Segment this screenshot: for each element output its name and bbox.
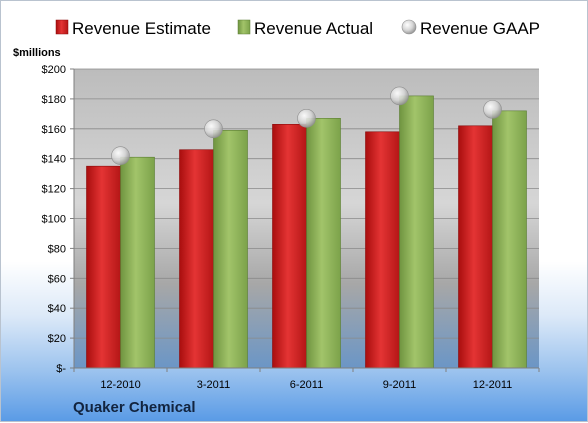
y-tick-label: $200 xyxy=(42,64,66,76)
marker-revenue-gaap xyxy=(390,86,409,106)
marker-revenue-gaap xyxy=(111,146,130,166)
x-tick-label: 6-2011 xyxy=(290,379,323,391)
y-tick-label: $- xyxy=(56,363,66,375)
legend-item-revenue-estimate: Revenue Estimate xyxy=(55,19,211,38)
marker-revenue-gaap xyxy=(483,100,502,119)
bar-revenue-actual xyxy=(306,118,341,369)
bar-revenue-estimate xyxy=(365,131,400,369)
gaap-markers xyxy=(111,86,502,166)
x-tick-label: 12-2010 xyxy=(100,379,140,391)
y-tick-label: $40 xyxy=(48,303,66,315)
x-tick-label: 9-2011 xyxy=(383,379,416,391)
legend-item-revenue-actual: Revenue Actual xyxy=(237,19,373,38)
y-tick-label: $180 xyxy=(42,94,66,106)
y-tick-label: $80 xyxy=(48,243,66,255)
y-tick-label: $100 xyxy=(42,214,66,226)
y-tick-label: $160 xyxy=(42,124,66,136)
y-tick-label: $60 xyxy=(48,273,66,285)
legend-label-revenue-actual: Revenue Actual xyxy=(254,19,373,38)
y-tick-label: $20 xyxy=(48,333,66,345)
company-name-label: Quaker Chemical xyxy=(73,399,196,416)
bar-revenue-estimate xyxy=(86,165,121,369)
y-axis-unit-label: $millions xyxy=(13,47,61,59)
legend-label-revenue-gaap: Revenue GAAP xyxy=(420,19,540,38)
bar-revenue-actual xyxy=(120,156,155,369)
bar-revenue-actual xyxy=(492,110,527,369)
bar-revenue-estimate xyxy=(272,124,307,369)
legend-swatch-revenue-actual xyxy=(237,19,251,35)
bar-revenue-actual xyxy=(399,95,434,369)
y-tick-label: $140 xyxy=(42,154,66,166)
y-tick-label: $120 xyxy=(42,184,66,196)
bar-revenue-estimate xyxy=(179,149,214,369)
x-tick-label: 3-2011 xyxy=(197,379,230,391)
legend-swatch-revenue-estimate xyxy=(55,19,69,35)
x-tick-label: 12-2011 xyxy=(473,379,513,391)
legend: Revenue Estimate Revenue Actual Revenue … xyxy=(55,19,540,38)
legend-item-revenue-gaap: Revenue GAAP xyxy=(401,19,540,38)
x-axis-ticks: 12-2010 3-2011 6-2011 9-2011 12-2011 xyxy=(73,368,540,391)
bar-revenue-actual xyxy=(213,129,248,369)
marker-revenue-gaap xyxy=(204,119,223,139)
legend-marker-revenue-gaap xyxy=(401,19,417,35)
bars xyxy=(86,95,527,369)
y-axis-ticks: $- $20 $40 $60 $80 $100 $120 $140 $160 $180 $200 xyxy=(42,64,74,375)
marker-revenue-gaap xyxy=(297,109,316,128)
bar-revenue-estimate xyxy=(458,125,493,369)
legend-label-revenue-estimate: Revenue Estimate xyxy=(72,19,211,38)
